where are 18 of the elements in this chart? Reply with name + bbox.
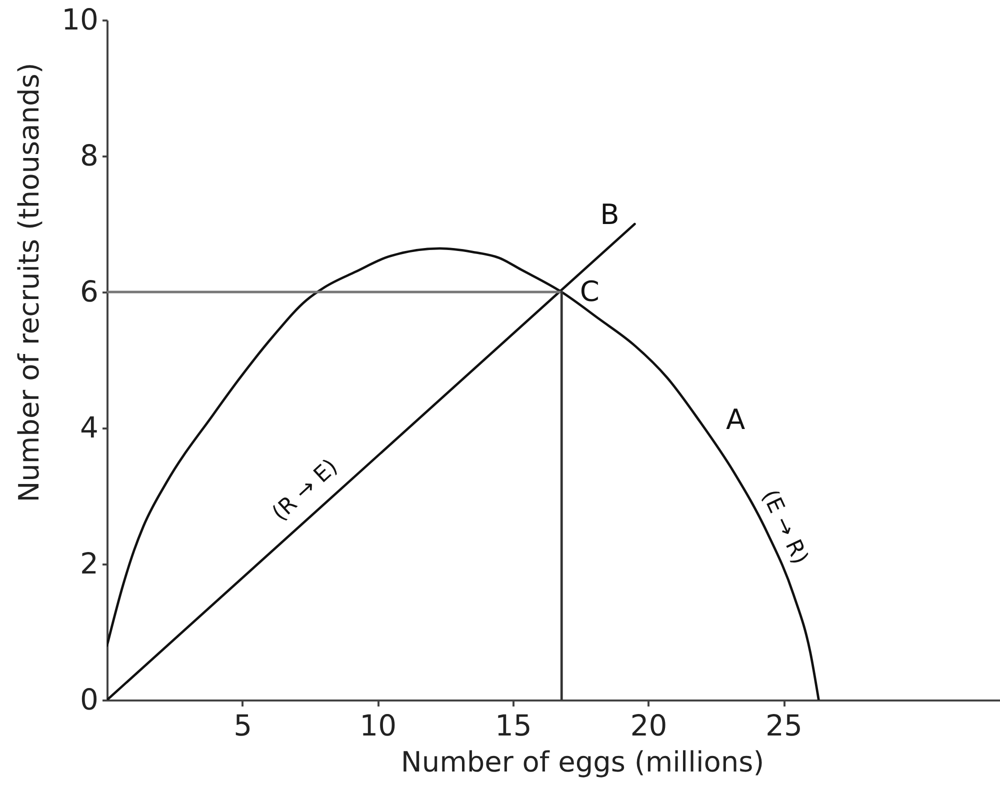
y-tick-label: 6 bbox=[80, 274, 98, 308]
annotation: C bbox=[580, 275, 600, 308]
x-tick-label: 5 bbox=[234, 708, 252, 742]
series-label: A bbox=[726, 403, 746, 436]
y-tick-label: 4 bbox=[80, 410, 98, 444]
x-tick-label: 25 bbox=[766, 708, 802, 742]
y-tick-label: 0 bbox=[80, 682, 98, 716]
annotation: (E → R) bbox=[756, 486, 813, 568]
y-tick-label: 10 bbox=[62, 2, 98, 36]
x-tick-label: 10 bbox=[360, 708, 397, 742]
series-label: B bbox=[600, 198, 620, 231]
y-tick-label: 2 bbox=[80, 546, 98, 580]
y-axis-title: Number of recruits (thousands) bbox=[12, 62, 46, 502]
annotation: (R → E) bbox=[268, 454, 343, 526]
y-tick-label: 8 bbox=[80, 138, 98, 172]
x-tick-label: 15 bbox=[494, 708, 532, 742]
x-axis-title: Number of eggs (millions) bbox=[400, 746, 764, 778]
x-tick-label: 20 bbox=[630, 708, 668, 742]
